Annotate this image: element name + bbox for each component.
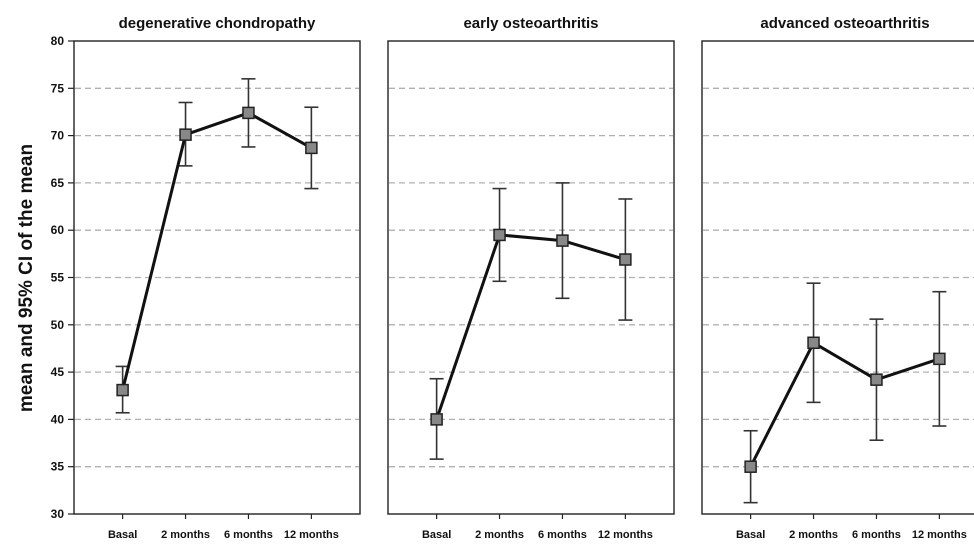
data-point [493,228,506,242]
data-point [933,352,946,366]
x-tick-label: 2 months [161,529,210,541]
x-tick-label: 2 months [789,529,838,541]
y-tick-label: 75 [51,81,65,95]
data-point [744,460,757,473]
x-tick-label: 6 months [852,529,901,541]
series-line [749,341,940,468]
series-line [121,111,313,391]
data-point [305,141,318,155]
y-tick-label: 80 [51,34,65,48]
data-point [430,413,443,426]
data-point [116,383,129,397]
x-tick-label: 6 months [538,529,587,541]
data-point [556,234,569,247]
y-tick-label: 70 [51,129,65,143]
y-tick-label: 60 [51,223,65,237]
y-tick-label: 65 [51,176,65,190]
data-point [870,373,883,386]
y-tick-label: 45 [51,365,65,379]
data-point [179,128,192,141]
data-point [619,253,632,266]
series-line [435,233,626,420]
x-tick-label: 6 months [224,529,273,541]
y-axis-label: mean and 95% CI of the mean [16,144,37,412]
panel-title: degenerative chondropathy [119,15,316,32]
x-tick-label: 12 months [598,529,653,541]
panel-frame [387,40,675,515]
panel-title: early osteoarthritis [463,15,598,32]
data-point [242,106,255,120]
y-tick-label: 40 [51,412,65,426]
y-tick-label: 30 [51,507,65,521]
panel-title: advanced osteoarthritis [760,15,929,32]
x-tick-label: Basal [736,529,765,541]
y-tick-label: 55 [51,271,65,285]
data-point [807,336,820,350]
x-tick-label: Basal [108,529,137,541]
x-tick-label: 12 months [284,529,339,541]
y-tick-label: 50 [51,318,65,332]
y-tick-label: 35 [51,460,65,474]
x-tick-label: 12 months [912,529,967,541]
x-tick-label: 2 months [475,529,524,541]
panel-frame [701,40,974,515]
x-tick-label: Basal [422,529,451,541]
